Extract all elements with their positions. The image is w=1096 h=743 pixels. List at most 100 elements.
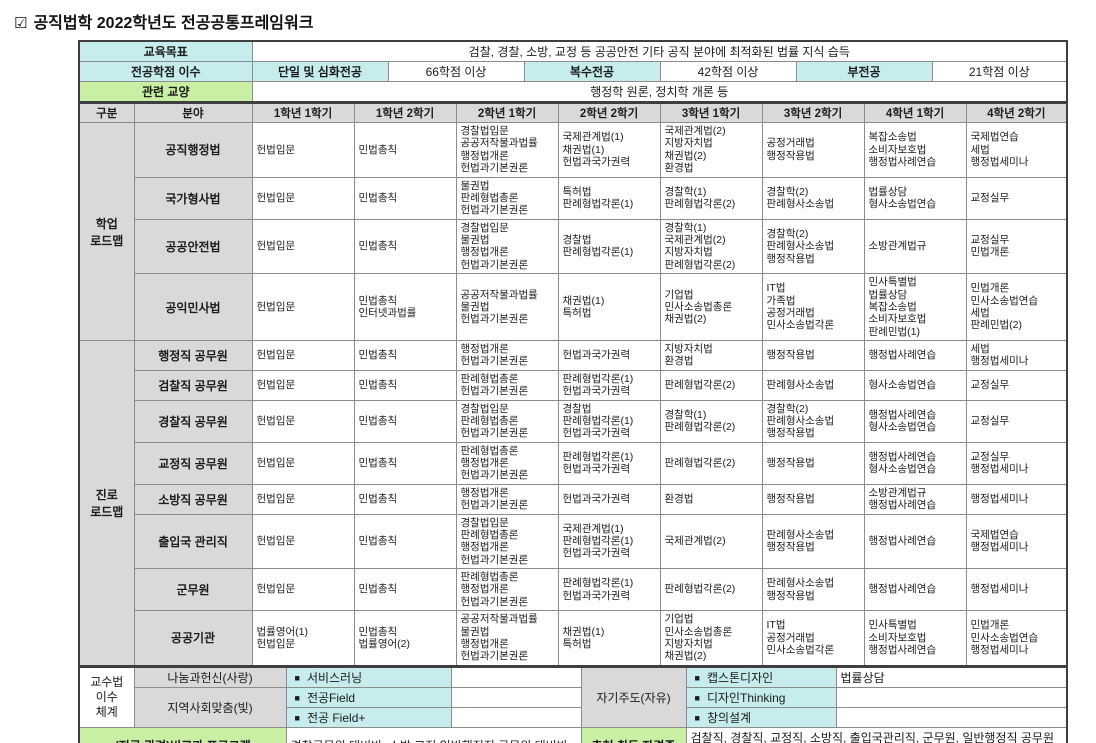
course-item: 소비자보호법 <box>868 143 927 156</box>
course-item: 판례형사소송법 <box>766 240 835 253</box>
top-summary-table: 교육목표 검찰, 경찰, 소방, 교정 등 공공안전 기타 공직 분야에 최적화… <box>78 40 1069 103</box>
course-item: 복잡소송법 <box>868 300 917 313</box>
course-item: 소방관계법규 <box>868 486 927 499</box>
course-item: 판례형사소송법 <box>766 378 835 391</box>
course-item: 판례형법각론(1) <box>562 246 634 259</box>
course-item: 판례형법각론(2) <box>664 421 736 434</box>
course-item: 채권법(2) <box>664 313 707 326</box>
course-item: 판례형사소송법 <box>766 577 835 590</box>
capstone-item: ■ 캡스톤디자인 <box>685 666 837 688</box>
field-label: 공공기관 <box>133 610 253 667</box>
course-cell: 국제관계법(2) 지방자치법 채권법(2) 환경법 <box>659 122 763 178</box>
course-cell: 경찰법입문 판례형법총론 헌법과기본권론 <box>455 399 559 443</box>
major-field-item: ■ 전공Field <box>285 686 452 708</box>
credit-type-minor: 부전공 <box>795 61 933 82</box>
course-item: 경찰학(2) <box>766 402 809 415</box>
course-item: 행정법세미나 <box>970 492 1029 505</box>
sharing-label: 나눔과헌신(사랑) <box>133 666 287 688</box>
course-item: 경찰법입문 <box>460 402 509 415</box>
course-item: 법률상담 <box>868 185 908 198</box>
course-cell: 국제관계법(1) 판례형법각론(1) 헌법과국가권력 <box>557 513 661 569</box>
course-cell: 교정실무 <box>965 369 1068 401</box>
course-item: 행정작용법 <box>766 149 815 162</box>
square-bullet-icon: ■ <box>294 712 300 723</box>
course-item: 지방자치법 <box>664 637 713 650</box>
course-item: 행정법사례연습 <box>868 450 937 463</box>
self-directed-label: 자기주도(자유) <box>580 666 687 728</box>
course-item: 판례형사소송법 <box>766 198 835 211</box>
course-cell: 민사특별법 법률상담 복잡소송법 소비자보호법 판례민법(1) <box>863 273 967 341</box>
course-item: 판례형법각론(1) <box>562 577 634 590</box>
course-item: 민법총칙 <box>358 625 398 638</box>
field-label: 검찰직 공무원 <box>133 369 253 401</box>
curriculum-row: 공공기관 법률영어(1) 헌법입문 민법총칙 법률영어(2) 공공저작물과법률 물권법 행정법… <box>79 610 1068 667</box>
course-cell: 민사특별법 소비자보호법 행정법사례연습 <box>863 610 967 667</box>
course-cell: 판례형법총론 헌법과기본권론 <box>455 369 559 401</box>
course-item: 경찰법입문 <box>460 125 509 137</box>
course-cell: 행정법사례연습 <box>863 340 967 371</box>
course-item: 민법총칙 <box>358 535 398 548</box>
course-item: 공정거래법 <box>766 137 815 150</box>
course-cell: 행정법세미나 <box>965 483 1068 515</box>
field-label: 공직행정법 <box>133 122 253 178</box>
course-item: 국제관계법(2) <box>664 535 726 548</box>
course-item: 세법 <box>970 307 990 320</box>
course-item: 경찰학(2) <box>766 227 809 240</box>
course-item: 세법 <box>970 343 990 355</box>
square-bullet-icon: ■ <box>694 672 700 683</box>
edu-goal-row: 교육목표 검찰, 경찰, 소방, 교정 등 공공안전 기타 공직 분야에 최적화… <box>78 40 1068 62</box>
liberal-arts-value: 행정학 원론, 정치학 개론 등 <box>251 81 1068 103</box>
grid-header-row: 구분 분야 1학년 1학기 1학년 2학기 2학년 1학기 2학년 2학기 3학년 1학기 3… <box>78 102 1068 123</box>
liberal-arts-row: 관련 교양 행정학 원론, 정치학 개론 등 <box>78 81 1068 103</box>
empty-cell <box>835 686 1068 708</box>
course-item: 형사소송법연습 <box>868 421 937 434</box>
course-item: 헌법입문 <box>256 637 296 650</box>
course-item: 행정법개론 <box>460 583 509 596</box>
course-item: 채권법(1) <box>562 294 605 307</box>
course-item: 공공저작물과법률 <box>460 613 538 626</box>
course-item: IT법 <box>766 282 786 295</box>
course-item: 헌법입문 <box>256 378 296 391</box>
course-item: 경찰학(2) <box>766 185 809 198</box>
course-item: 교정실무 <box>970 414 1010 427</box>
course-cell: 헌법입문 <box>251 513 355 569</box>
empty-cell <box>835 706 1068 728</box>
course-cell: 세법 행정법세미나 <box>965 340 1068 371</box>
course-cell: 판례형법각론(2) <box>659 369 763 401</box>
course-cell: 헌법입문 <box>251 340 355 371</box>
course-item: 판례형법각론(1) <box>562 535 634 548</box>
course-item: 기업법 <box>664 288 694 301</box>
course-item: 국제법연습 <box>970 131 1019 144</box>
course-cell: 법률상담 형사소송법연습 <box>863 176 967 220</box>
course-item: 물권법 <box>460 300 490 313</box>
semester-header: 2학년 2학기 <box>557 102 661 123</box>
course-cell: 민법총칙 <box>353 483 457 515</box>
course-item: 지방자치법 <box>664 246 713 259</box>
course-item: 헌법과기본권론 <box>460 553 529 566</box>
teaching-row-1: 교수법 이수 체계 나눔과헌신(사랑) ■ 서비스러닝 자기주도(자유) ■ 캡스톤… <box>78 666 1068 728</box>
course-item: 환경법 <box>664 492 694 505</box>
course-cell: 판례형법총론 행정법개론 헌법과기본권론 <box>455 441 559 485</box>
course-cell: 민법총칙 <box>353 369 457 401</box>
course-cell: 헌법과국가권력 <box>557 340 661 371</box>
course-cell: 헌법입문 <box>251 567 355 612</box>
field-label: 행정직 공무원 <box>133 340 253 371</box>
square-bullet-icon: ■ <box>294 672 300 683</box>
teaching-row-2: 지역사회맞춤(빛) ■ 전공Field ■ 디자인Thinking <box>79 686 1068 728</box>
credit-value-single: 66학점 이상 <box>387 61 525 82</box>
course-item: 행정법세미나 <box>970 583 1029 596</box>
course-item: 국제관계법(2) <box>664 125 726 137</box>
course-item: 판례형법각론(2) <box>664 198 736 211</box>
group-label: 진로 로드맵 <box>78 339 135 667</box>
course-item: 민사소송법총론 <box>664 300 733 313</box>
course-item: 헌법입문 <box>256 457 296 469</box>
course-item: 물권법 <box>460 234 490 246</box>
course-item: 민사소송법연습 <box>970 294 1039 307</box>
course-item: 민법총칙 <box>358 191 398 204</box>
course-item: 행정작용법 <box>766 349 815 362</box>
course-cell: 국제법연습 세법 행정법세미나 <box>965 122 1068 178</box>
course-item: 헌법과국가권력 <box>562 427 631 440</box>
course-item: 헌법과국가권력 <box>562 463 631 476</box>
field-label: 소방직 공무원 <box>133 483 253 515</box>
curriculum-row: 교정직 공무원 헌법입문 민법총칙 판례형법총론 행정법개론 헌법과기본권론 판례형법각론(… <box>79 441 1068 485</box>
